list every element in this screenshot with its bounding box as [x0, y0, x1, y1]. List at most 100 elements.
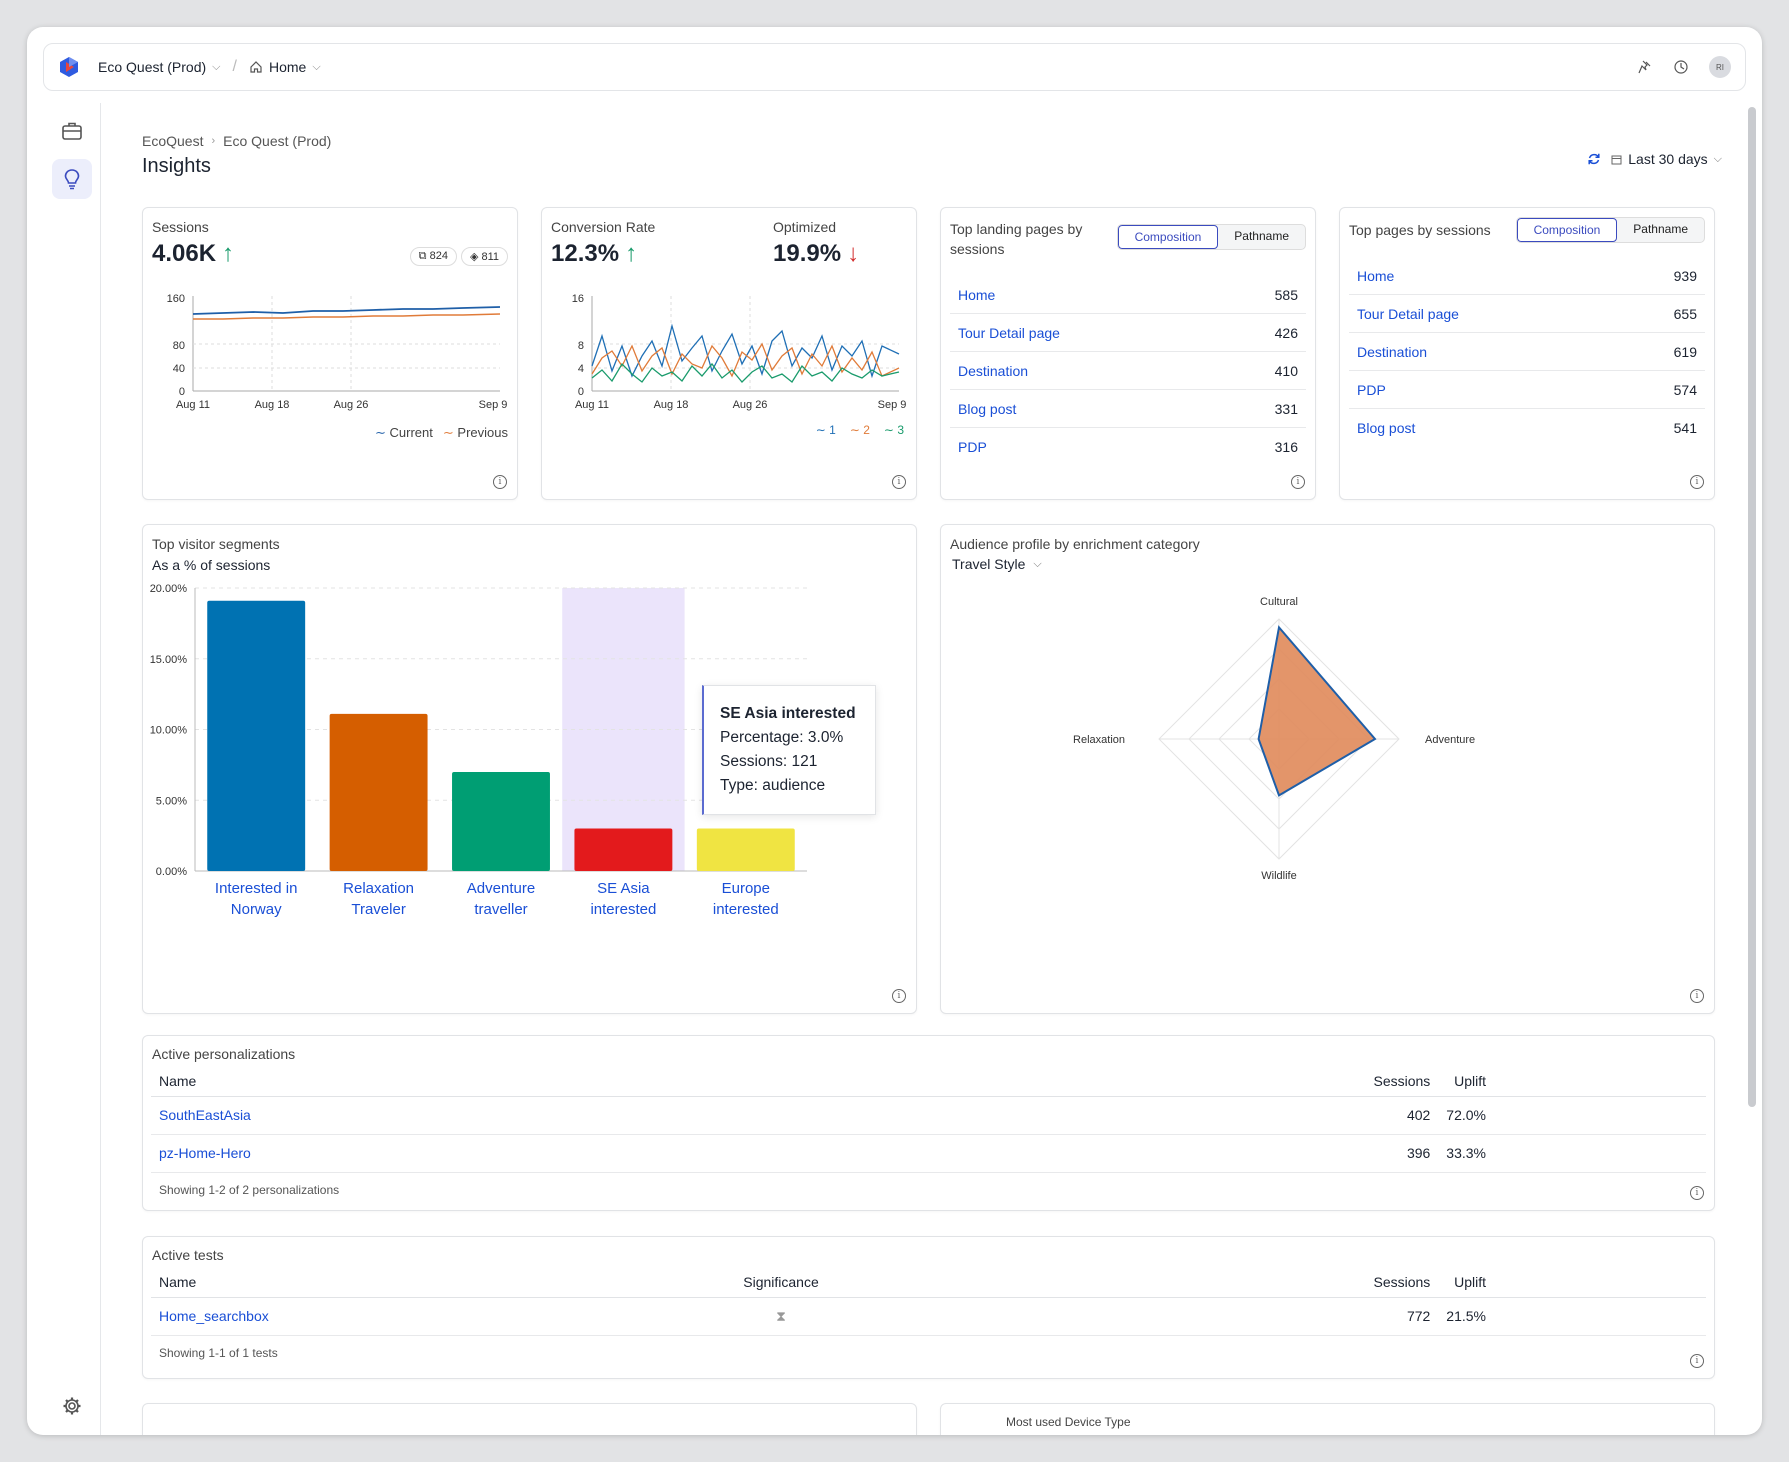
scrollbar[interactable] [1748, 107, 1756, 1107]
series-2-line [591, 342, 900, 378]
list-item[interactable]: Home 585 [950, 276, 1306, 314]
breadcrumb-project[interactable]: Eco Quest (Prod) [223, 133, 332, 149]
bar[interactable] [452, 771, 550, 871]
list-item[interactable]: PDP 574 [1349, 371, 1705, 409]
pin-icon[interactable] [1637, 59, 1653, 75]
avatar[interactable]: RI [1709, 56, 1731, 78]
category-label[interactable]: Norway [231, 901, 282, 918]
list-item[interactable]: Destination 410 [950, 352, 1306, 390]
project-name: Eco Quest (Prod) [98, 59, 207, 75]
category-label[interactable]: Relaxation [343, 880, 414, 897]
col-sessions[interactable]: Sessions [851, 1267, 1439, 1298]
radar-axis-label: Relaxation [1073, 734, 1125, 746]
clock-icon[interactable] [1673, 59, 1689, 75]
settings-button[interactable] [62, 1396, 82, 1421]
info-icon[interactable]: i [493, 475, 507, 489]
personalization-name[interactable]: pz-Home-Hero [151, 1134, 1239, 1173]
personalization-name[interactable]: SouthEastAsia [151, 1096, 1239, 1135]
page-switcher[interactable]: Home ⌵ [249, 59, 321, 75]
breadcrumb-org[interactable]: EcoQuest [142, 133, 204, 149]
bar[interactable] [696, 828, 795, 871]
info-icon[interactable]: i [1690, 1354, 1704, 1368]
list-item[interactable]: Tour Detail page 655 [1349, 295, 1705, 333]
list-item-name[interactable]: PDP [1357, 381, 1386, 398]
info-icon[interactable]: i [892, 475, 906, 489]
list-item[interactable]: PDP 316 [950, 428, 1306, 466]
sidebar-item-briefcase[interactable] [52, 111, 92, 151]
category-label[interactable]: Europe [722, 880, 770, 897]
sidebar-item-insights[interactable] [52, 159, 92, 199]
list-item-value: 316 [1274, 439, 1298, 455]
list-item[interactable]: Destination 619 [1349, 333, 1705, 371]
table-row[interactable]: pz-Home-Hero 396 33.3% [151, 1134, 1706, 1173]
list-item-name[interactable]: Destination [1357, 343, 1428, 360]
col-sessions[interactable]: Sessions [1238, 1066, 1439, 1097]
legend-current-label: Current [389, 425, 433, 440]
category-label[interactable]: Traveler [351, 901, 405, 918]
optimized-value: 19.9% [773, 240, 842, 267]
list-item[interactable]: Tour Detail page 426 [950, 314, 1306, 352]
list-item-name[interactable]: Destination [958, 362, 1029, 379]
list-item-name[interactable]: PDP [958, 439, 987, 455]
device-type-title: Most used Device Type [1006, 1415, 1131, 1429]
table-row[interactable]: Home_searchbox ⧗ 772 21.5% [151, 1297, 1706, 1336]
category-label[interactable]: interested [590, 901, 656, 918]
legend-current[interactable]: ∼ Current [375, 425, 433, 441]
segments-bar-chart: 0.00% 5.00% 10.00% 15.00% 20.00% Interested i… [150, 583, 807, 918]
info-icon[interactable]: i [1690, 475, 1704, 489]
legend-previous[interactable]: ∼ Previous [443, 425, 508, 441]
chevron-down-icon: ⌵ [212, 60, 221, 73]
category-label[interactable]: traveller [474, 901, 527, 918]
bar[interactable] [207, 600, 306, 871]
info-icon[interactable]: i [892, 989, 906, 1003]
info-icon[interactable]: i [1690, 1186, 1704, 1200]
list-item-name[interactable]: Blog post [1357, 420, 1416, 436]
date-range-picker[interactable]: Last 30 days ⌵ [1611, 151, 1722, 167]
list-item[interactable]: Blog post 331 [950, 390, 1306, 428]
list-item-name[interactable]: Home [958, 286, 996, 303]
test-uplift: 21.5% [1438, 1297, 1706, 1336]
list-item-name[interactable]: Tour Detail page [958, 324, 1060, 341]
toggle-composition[interactable]: Composition [1516, 218, 1618, 242]
legend-series-1[interactable]: ∼ 1 [815, 423, 836, 437]
bar[interactable] [574, 828, 673, 871]
info-icon[interactable]: i [1291, 475, 1305, 489]
table-row[interactable]: SouthEastAsia 402 72.0% [151, 1096, 1706, 1135]
x-tick: Aug 26 [334, 399, 369, 411]
col-significance[interactable]: Significance [711, 1267, 851, 1298]
radar-axis-label: Adventure [1425, 734, 1475, 746]
test-name[interactable]: Home_searchbox [151, 1297, 711, 1336]
conversion-card: Conversion Rate 12.3% ↑ Optimized 19.9% … [541, 207, 917, 500]
y-tick: 4 [578, 363, 584, 375]
toggle-pathname[interactable]: Pathname [1633, 222, 1688, 236]
category-label[interactable]: SE Asia [597, 880, 650, 897]
list-item-name[interactable]: Blog post [958, 400, 1017, 417]
travel-style-select[interactable]: Travel Style ⌵ [952, 556, 1042, 572]
legend-series-3[interactable]: ∼ 3 [883, 423, 904, 437]
col-name[interactable]: Name [151, 1066, 1239, 1097]
list-item[interactable]: Blog post 541 [1349, 409, 1705, 447]
y-tick-label: 20.00% [150, 583, 188, 595]
list-item[interactable]: Home 939 [1349, 257, 1705, 295]
legend-series-2[interactable]: ∼ 2 [849, 423, 870, 437]
project-switcher[interactable]: Eco Quest (Prod) ⌵ [98, 59, 221, 75]
sessions-badge-1-value: 824 [429, 250, 448, 262]
col-name[interactable]: Name [151, 1267, 711, 1298]
col-uplift[interactable]: Uplift [1438, 1267, 1706, 1298]
category-label[interactable]: interested [713, 901, 779, 918]
category-label[interactable]: Adventure [467, 880, 535, 897]
info-icon[interactable]: i [1690, 989, 1704, 1003]
toggle-pathname[interactable]: Pathname [1234, 229, 1289, 243]
list-item-name[interactable]: Tour Detail page [1357, 305, 1459, 322]
list-item-name[interactable]: Home [1357, 267, 1395, 284]
radar-area[interactable] [1257, 625, 1377, 797]
toggle-composition[interactable]: Composition [1117, 225, 1219, 249]
category-label[interactable]: Interested in [215, 880, 298, 897]
col-uplift[interactable]: Uplift [1438, 1066, 1706, 1097]
personalizations-table: Name Sessions Uplift SouthEastAsia 402 72.… [151, 1066, 1706, 1173]
refresh-icon[interactable] [1587, 152, 1601, 166]
app-logo[interactable] [58, 56, 80, 78]
y-tick-label: 5.00% [156, 795, 187, 807]
bar[interactable] [329, 713, 428, 871]
legend-previous-label: Previous [457, 425, 508, 440]
